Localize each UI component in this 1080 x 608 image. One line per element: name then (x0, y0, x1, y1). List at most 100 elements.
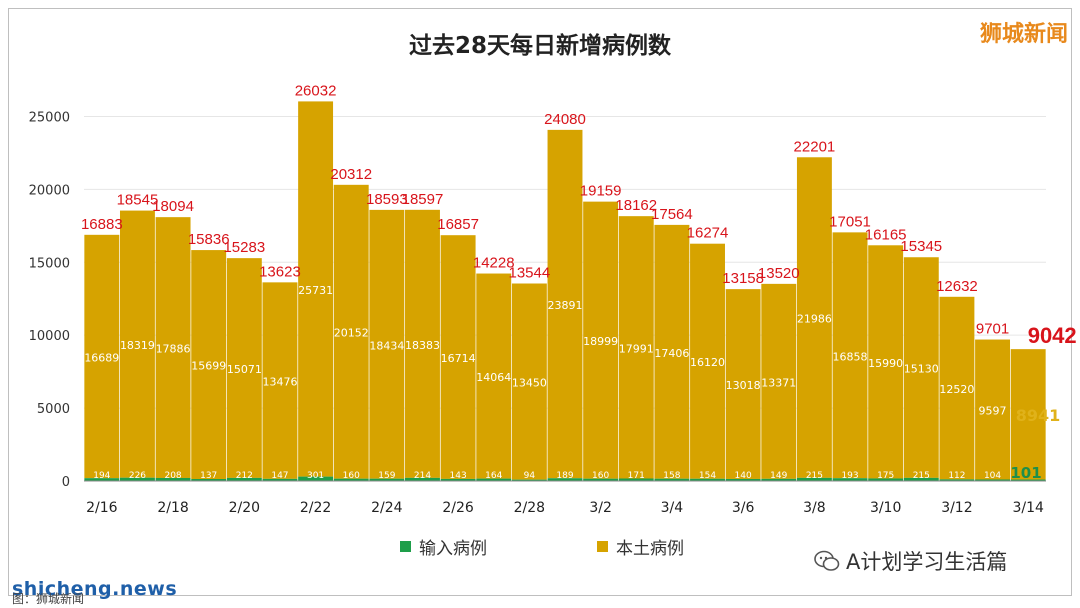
bar-local (547, 129, 583, 479)
chart-title: 过去28天每日新增病例数 (408, 33, 671, 59)
imported-label: 215 (806, 471, 823, 481)
imported-label: 215 (913, 471, 930, 481)
total-label: 16274 (687, 225, 729, 242)
total-label: 9701 (976, 321, 1009, 338)
bar-imported (761, 478, 797, 481)
imported-label: 143 (450, 471, 467, 481)
local-label: 8941 (1016, 406, 1061, 425)
imported-label: 175 (877, 471, 894, 481)
y-tick-label: 10000 (29, 329, 70, 344)
total-label: 17564 (651, 206, 693, 223)
total-label: 18545 (117, 192, 159, 209)
bar-local (119, 210, 155, 478)
total-label: 9042 (1028, 323, 1077, 348)
total-label: 15836 (188, 231, 230, 248)
bar-local (405, 209, 440, 478)
bar-local (155, 217, 191, 478)
imported-label: 208 (164, 471, 181, 481)
x-tick-label: 3/8 (803, 500, 826, 516)
bar-local (226, 258, 262, 478)
total-label: 22201 (794, 138, 836, 155)
total-label: 13158 (722, 270, 764, 287)
imported-label: 193 (841, 471, 858, 481)
bar-local (298, 101, 334, 477)
imported-label: 147 (271, 471, 288, 481)
total-label: 15283 (223, 239, 265, 256)
bar-local (583, 201, 619, 479)
bar-local (654, 224, 690, 479)
bar-imported (333, 478, 369, 481)
x-tick-label: 2/24 (371, 500, 403, 516)
total-label: 19159 (580, 183, 622, 200)
total-label: 16165 (865, 226, 907, 243)
local-label: 16714 (441, 352, 476, 365)
bar-local (511, 283, 547, 480)
local-label: 15990 (868, 357, 903, 370)
imported-label: 101 (1010, 464, 1041, 482)
bar-imported (1010, 479, 1046, 481)
total-label: 14228 (473, 255, 515, 272)
bar-local (903, 257, 939, 478)
total-label: 20312 (330, 166, 372, 183)
local-label: 15699 (191, 360, 226, 373)
total-label: 13623 (259, 263, 301, 280)
bar-imported (939, 479, 975, 481)
imported-label: 137 (200, 471, 217, 481)
total-label: 18162 (615, 197, 657, 214)
total-label: 18094 (152, 198, 194, 215)
y-axis: 0 5000 10000 15000 20000 25000 (29, 110, 70, 490)
bar-local (868, 245, 904, 479)
brand-logo: 狮城新闻 (979, 22, 1068, 47)
data-labels: 16883 16689 194 18545 18319 226 18094 17886 208 1… (81, 82, 1077, 482)
x-tick-label: 2/22 (300, 500, 331, 516)
bar-local (1010, 349, 1046, 480)
local-label: 20152 (334, 327, 369, 340)
y-tick-label: 20000 (29, 183, 70, 198)
bar-imported (903, 477, 939, 481)
bar-imported (975, 479, 1011, 481)
bar-local (333, 184, 369, 479)
local-label: 17406 (654, 347, 689, 360)
x-axis: 2/16 2/18 2/20 2/22 2/24 2/26 2/28 3/2 3/4 3/6 3/8… (84, 480, 1046, 516)
bar-imported (405, 477, 440, 481)
imported-label: 212 (236, 471, 253, 481)
y-tick-label: 15000 (29, 256, 70, 271)
x-tick-label: 3/4 (661, 500, 684, 516)
local-label: 15130 (904, 363, 939, 376)
x-tick-label: 3/12 (941, 500, 972, 516)
total-label: 13520 (758, 265, 800, 282)
imported-label: 226 (129, 471, 146, 481)
y-tick-label: 5000 (37, 402, 70, 417)
local-label: 15071 (227, 363, 262, 376)
local-label: 17886 (156, 343, 191, 356)
image-credit: 图：狮城新闻 (12, 592, 85, 606)
local-label: 13450 (512, 377, 547, 390)
local-label: 18999 (583, 335, 618, 348)
imported-label: 112 (948, 471, 965, 481)
x-tick-label: 3/6 (732, 500, 755, 516)
local-label: 16858 (833, 350, 868, 363)
bar-imported (796, 477, 832, 481)
x-tick-label: 2/18 (157, 500, 188, 516)
legend-item-local: 本土病例 (597, 534, 684, 559)
imported-label: 149 (770, 471, 787, 481)
legend-item-imported: 输入病例 (400, 534, 487, 559)
local-label: 13371 (761, 376, 796, 389)
total-label: 24080 (544, 111, 586, 128)
bar-local (618, 216, 654, 479)
y-tick-label: 25000 (29, 110, 70, 125)
bar-imported (725, 478, 761, 481)
x-tick-label: 2/28 (514, 500, 545, 516)
local-label: 16689 (84, 351, 119, 364)
bar-imported (155, 477, 191, 481)
imported-label: 94 (524, 471, 536, 481)
x-tick-label: 3/14 (1012, 500, 1044, 516)
bar-imported (583, 478, 619, 481)
total-label: 16857 (437, 216, 479, 233)
bar-local (975, 339, 1011, 480)
imported-label: 160 (343, 471, 360, 481)
imported-label: 164 (485, 471, 502, 481)
bar-local (476, 273, 512, 479)
bar-local (939, 296, 975, 480)
